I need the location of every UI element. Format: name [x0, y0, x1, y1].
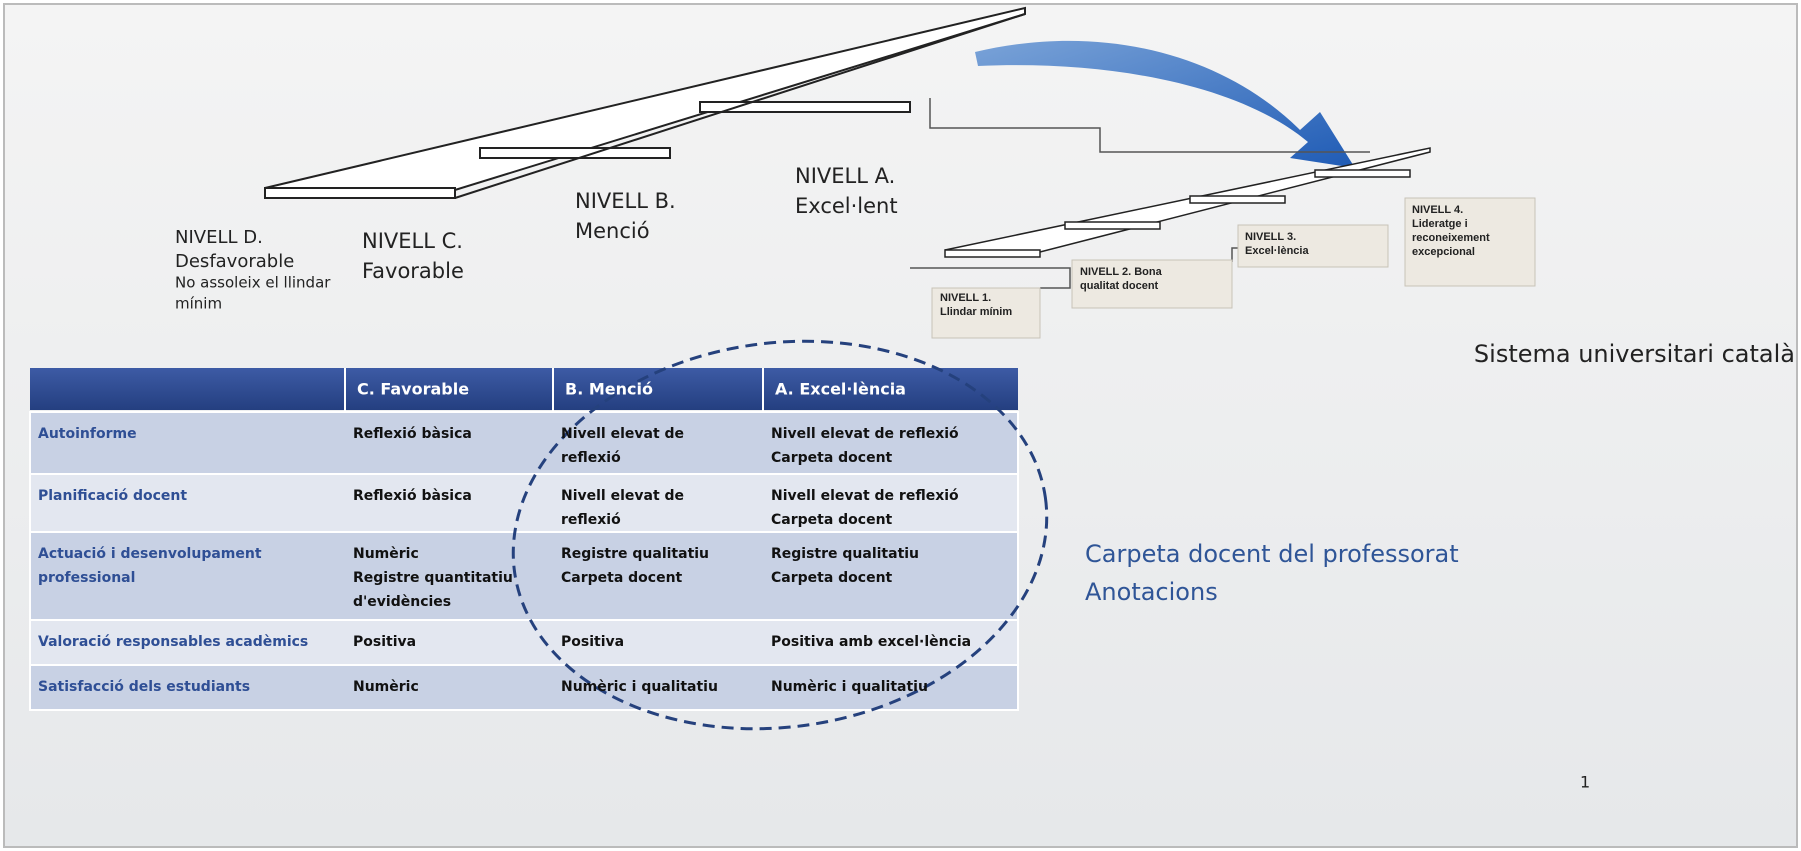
- table-cell: Positiva: [353, 634, 416, 650]
- table-cell: Positiva amb excel·lència: [771, 634, 971, 650]
- side-note: Anotacions: [1085, 578, 1218, 606]
- table-cell: Carpeta docent: [771, 570, 893, 586]
- table-cell: Registre qualitatiu: [561, 546, 709, 562]
- table-row: [29, 664, 1019, 711]
- table-cell: Carpeta docent: [561, 570, 683, 586]
- left-level-label: No assoleix el llindar: [175, 274, 331, 292]
- table-header-cell: C. Favorable: [357, 380, 469, 399]
- table-cell: Reflexió bàsica: [353, 488, 472, 504]
- table-header-cell: B. Menció: [565, 380, 653, 399]
- right-caption: Sistema universitari català: [1474, 340, 1795, 368]
- right-level-boxes: [931, 197, 1536, 339]
- table-cell: Positiva: [561, 634, 624, 650]
- left-level-label: mínim: [175, 295, 222, 313]
- right-level-label: NIVELL 4.: [1412, 204, 1463, 216]
- right-level-label: qualitat docent: [1080, 280, 1159, 292]
- table-row-label: professional: [38, 570, 135, 586]
- left-level-label: Desfavorable: [175, 251, 294, 272]
- table-cell: Reflexió bàsica: [353, 426, 472, 442]
- table-cell: reflexió: [561, 450, 621, 466]
- left-level-label: Excel·lent: [795, 194, 898, 218]
- right-level-label: NIVELL 2. Bona: [1080, 266, 1163, 278]
- table-cell: reflexió: [561, 512, 621, 528]
- table-cell: Carpeta docent: [771, 450, 893, 466]
- table-cell: d'evidències: [353, 594, 451, 610]
- table-header-row: [30, 368, 1018, 410]
- table-row-label: Actuació i desenvolupament: [38, 546, 262, 562]
- table-row: [29, 473, 1019, 533]
- side-note: Carpeta docent del professorat: [1085, 540, 1459, 568]
- table-row-label: Autoinforme: [38, 426, 137, 442]
- table-header-cell: A. Excel·lència: [775, 380, 906, 399]
- table-cell: Nivell elevat de reflexió: [771, 426, 959, 442]
- left-staircase: [264, 6, 1026, 199]
- left-level-label: Menció: [575, 219, 650, 243]
- right-level-label: NIVELL 3.: [1245, 231, 1296, 243]
- right-level-label: NIVELL 1.: [940, 292, 991, 304]
- table-cell: Nivell elevat de: [561, 488, 684, 504]
- table-row: [29, 411, 1019, 475]
- left-level-label: NIVELL D.: [175, 227, 263, 248]
- table-cell: Numèric: [353, 679, 419, 695]
- left-level-label: NIVELL A.: [795, 164, 895, 188]
- table-cell: Nivell elevat de reflexió: [771, 488, 959, 504]
- table-cell: Numèric: [353, 546, 419, 562]
- table-row-label: Valoració responsables acadèmics: [38, 634, 308, 650]
- table-row-label: Planificació docent: [38, 488, 187, 504]
- highlight-ellipse: [511, 339, 1049, 731]
- right-level-label: excepcional: [1412, 246, 1475, 258]
- table-cell: Registre qualitatiu: [771, 546, 919, 562]
- table-cell: Nivell elevat de: [561, 426, 684, 442]
- right-guides: [910, 98, 1370, 289]
- left-level-label: Favorable: [362, 259, 464, 283]
- right-level-label: reconeixement: [1412, 232, 1490, 244]
- table-cell: Numèric i qualitatiu: [561, 679, 718, 695]
- right-level-label: Lideratge i: [1412, 218, 1468, 230]
- left-level-label: NIVELL C.: [362, 229, 463, 253]
- left-level-label: NIVELL B.: [575, 189, 676, 213]
- table-row-label: Satisfacció dels estudiants: [38, 679, 250, 695]
- table: [29, 368, 1019, 711]
- arrow: [975, 40, 1355, 168]
- table-cell: Carpeta docent: [771, 512, 893, 528]
- right-level-label: Excel·lència: [1245, 245, 1309, 257]
- table-cell: Registre quantitatiu: [353, 570, 513, 586]
- table-row: [29, 619, 1019, 666]
- page-number: 1: [1580, 773, 1590, 792]
- right-level-label: Llindar mínim: [940, 306, 1012, 318]
- right-staircase: [944, 147, 1431, 258]
- table-cell: Numèric i qualitatiu: [771, 679, 928, 695]
